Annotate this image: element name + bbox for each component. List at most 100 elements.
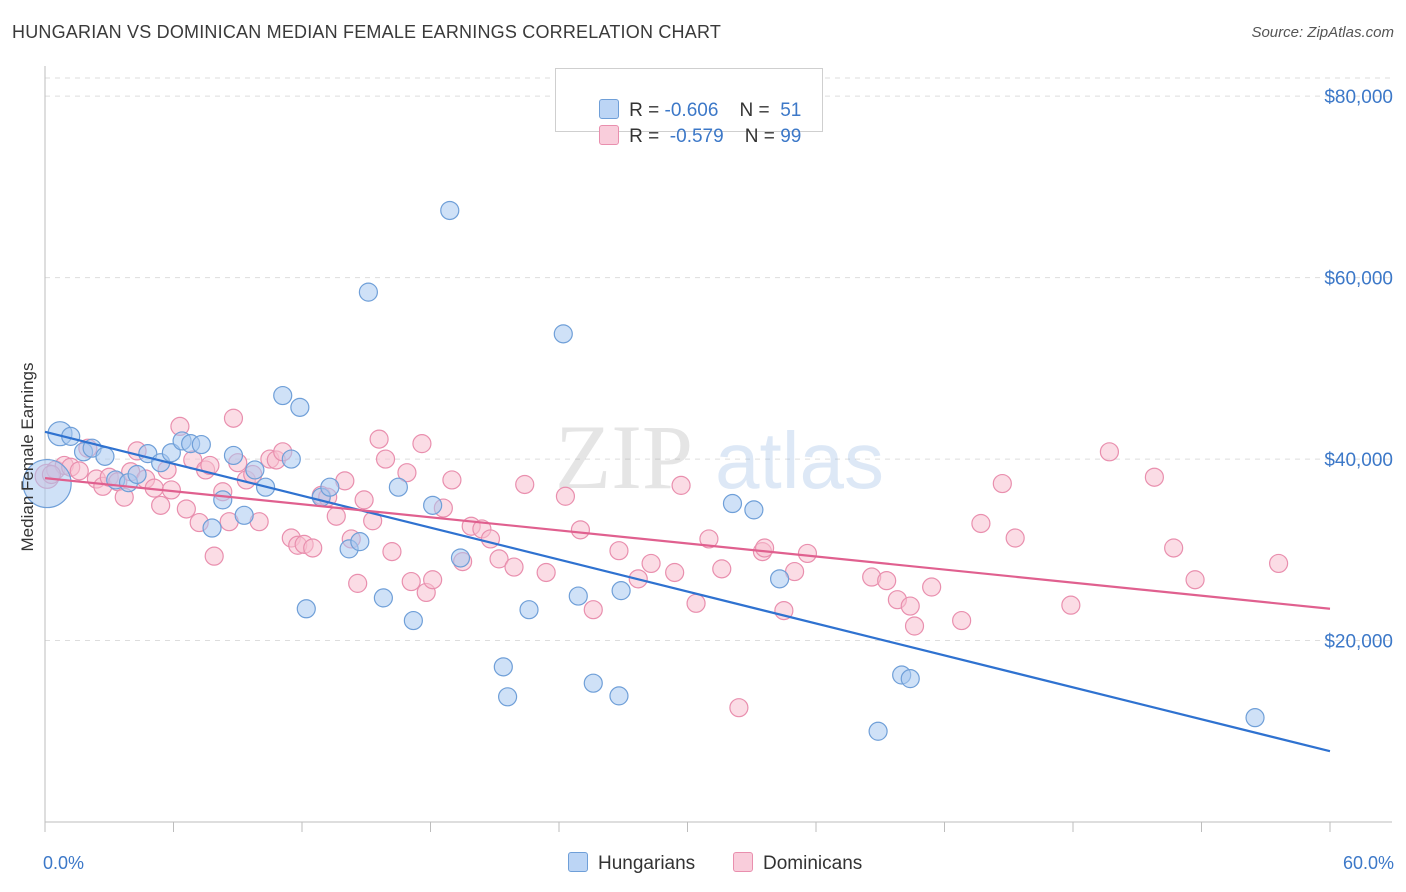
dominican-trend-line [44, 477, 1331, 610]
hungarian-point-19 [245, 460, 265, 480]
dominican-point-52 [412, 434, 432, 454]
dominican-point-75 [712, 559, 732, 579]
hungarian-point-5 [95, 446, 115, 466]
dominican-point-38 [303, 538, 323, 558]
hungarian-point-46 [769, 569, 790, 589]
hungarian-point-36 [493, 657, 513, 677]
hungarian-point-44 [722, 493, 743, 514]
hungarian-point-47 [868, 721, 888, 741]
hungarian-point-15 [202, 518, 222, 538]
dominican-point-95 [1164, 538, 1184, 558]
hungarian-point-50 [1245, 708, 1265, 728]
series-legend: Hungarians Dominicans [0, 852, 1406, 878]
dominican-point-61 [489, 549, 509, 569]
hungarian-point-41 [583, 673, 603, 693]
legend-n-dominicans: 99 [780, 126, 802, 147]
series-swatch-dominicans [733, 852, 753, 872]
dominican-point-70 [641, 553, 661, 574]
x-tick-label-max: 60.0% [1343, 853, 1394, 873]
legend-row-dominicans: R = -0.579 N = 99 [578, 103, 801, 147]
series-swatch-hungarians [568, 852, 588, 872]
dominican-point-19 [176, 499, 196, 519]
watermark-atlas: atlas [715, 416, 884, 505]
dominican-point-62 [504, 557, 524, 577]
hungarian-point-49 [900, 669, 920, 689]
dominican-point-92 [1061, 595, 1081, 615]
dominican-point-90 [992, 473, 1012, 494]
legend-row-hungarians: R = -0.606 N = 51 [578, 77, 801, 121]
hungarian-point-40 [568, 586, 588, 606]
hungarian-point-21 [273, 385, 293, 406]
hungarian-point-37 [498, 687, 518, 707]
hungarians-points [22, 200, 1265, 741]
hungarian-point-42 [611, 581, 631, 601]
dominican-point-86 [904, 616, 925, 636]
dominican-point-78 [754, 538, 775, 558]
dominican-point-85 [900, 596, 920, 616]
dominican-point-87 [922, 577, 942, 597]
source-label: Source: ZipAtlas.com [1251, 24, 1394, 41]
series-label-hungarians: Hungarians [598, 853, 696, 874]
watermark-zip: ZIP [555, 406, 693, 508]
legend-r-dominicans: -0.579 [669, 126, 724, 147]
hungarian-point-31 [388, 477, 408, 497]
axes [44, 66, 1392, 832]
hungarian-point-26 [320, 477, 340, 497]
dominican-point-72 [671, 475, 691, 495]
dominican-point-63 [515, 474, 535, 495]
dominican-point-68 [609, 541, 629, 561]
dominican-point-67 [583, 600, 603, 620]
dominican-point-66 [570, 520, 591, 540]
dominican-point-50 [397, 463, 417, 483]
legend-n-label: N = [744, 126, 775, 147]
hungarian-point-18 [234, 505, 254, 525]
dominican-point-93 [1099, 442, 1120, 462]
dominican-point-51 [401, 571, 421, 592]
dominican-point-91 [1005, 528, 1025, 548]
dominican-point-97 [1268, 553, 1289, 574]
hungarian-point-45 [744, 500, 764, 520]
dominican-point-73 [686, 593, 706, 613]
hungarian-point-24 [296, 599, 316, 619]
hungarian-point-16 [213, 490, 233, 510]
hungarian-point-38 [519, 600, 539, 620]
hungarian-point-23 [290, 397, 310, 417]
dominican-point-64 [536, 562, 556, 583]
dominican-point-96 [1185, 570, 1205, 590]
y-tick-label-3: $80,000 [1324, 87, 1393, 108]
dominican-point-15 [151, 495, 171, 515]
legend-r-label: R = [629, 100, 660, 121]
hungarian-point-8 [127, 464, 147, 485]
dominican-point-41 [326, 506, 346, 526]
dominican-point-49 [382, 542, 402, 562]
grid-lines [45, 77, 1392, 642]
dominican-point-89 [971, 513, 991, 534]
y-axis-title: Median Female Earnings [18, 363, 37, 552]
hungarian-point-32 [403, 610, 423, 631]
hungarian-point-29 [358, 282, 378, 302]
hungarian-point-17 [223, 445, 244, 466]
dominican-point-65 [555, 486, 576, 506]
dominican-point-23 [200, 455, 220, 476]
legend-r-label: R = [629, 126, 660, 147]
dominican-point-74 [699, 529, 719, 549]
dominican-point-83 [877, 571, 897, 591]
x-tick-label-min: 0.0% [43, 853, 84, 873]
legend-swatch-hungarians [599, 99, 620, 119]
hungarian-point-39 [553, 324, 573, 344]
hungarian-point-33 [423, 495, 443, 515]
dominican-point-44 [348, 573, 368, 593]
chart-title: HUNGARIAN VS DOMINICAN MEDIAN FEMALE EAR… [12, 22, 722, 42]
dominican-point-27 [223, 408, 244, 428]
hungarian-point-28 [350, 532, 370, 552]
dominican-point-24 [204, 546, 224, 566]
dominican-point-45 [354, 490, 374, 510]
y-tick-label-0: $20,000 [1324, 632, 1393, 653]
dominican-point-71 [665, 562, 685, 583]
dominican-point-56 [442, 470, 462, 490]
series-legend-dominicans: Dominicans [733, 852, 862, 875]
hungarian-point-14 [191, 434, 211, 455]
hungarian-point-0 [22, 458, 72, 509]
dominican-point-81 [797, 543, 818, 564]
